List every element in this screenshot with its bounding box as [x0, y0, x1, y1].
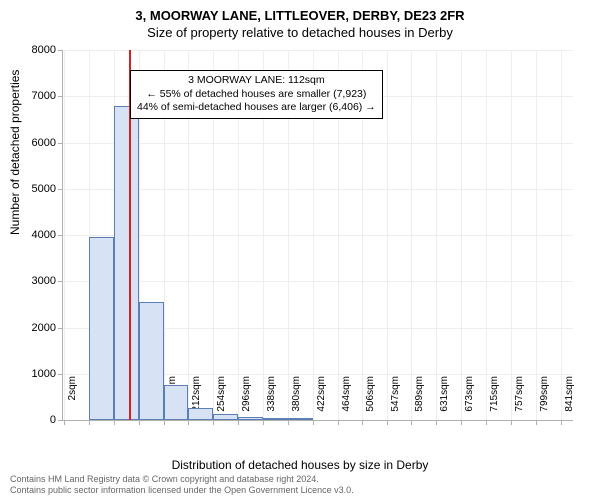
y-tick: [58, 50, 63, 51]
histogram-bar: [263, 418, 288, 420]
gridline-v: [561, 50, 562, 420]
gridline-v: [436, 50, 437, 420]
gridline-v: [486, 50, 487, 420]
y-tick-label: 3000: [16, 275, 56, 287]
x-tick: [238, 420, 239, 425]
x-axis-label: Distribution of detached houses by size …: [0, 458, 600, 472]
histogram-bar: [188, 408, 213, 420]
plot-area: 2sqm44sqm86sqm128sqm170sqm212sqm254sqm29…: [62, 50, 573, 421]
x-tick: [511, 420, 512, 425]
x-tick-label: 2sqm: [67, 376, 78, 426]
gridline-v: [64, 50, 65, 420]
y-tick: [58, 143, 63, 144]
annotation-line: ← 55% of detached houses are smaller (7,…: [137, 88, 376, 102]
x-tick: [436, 420, 437, 425]
x-tick: [387, 420, 388, 425]
y-tick-label: 2000: [16, 322, 56, 334]
x-tick: [486, 420, 487, 425]
x-tick: [89, 420, 90, 425]
chart-container: 3, MOORWAY LANE, LITTLEOVER, DERBY, DE23…: [0, 0, 600, 500]
x-tick: [114, 420, 115, 425]
y-tick-label: 7000: [16, 90, 56, 102]
x-tick: [561, 420, 562, 425]
x-tick: [362, 420, 363, 425]
chart-area: 2sqm44sqm86sqm128sqm170sqm212sqm254sqm29…: [62, 50, 572, 420]
x-tick-label: 422sqm: [316, 376, 327, 426]
y-tick: [58, 96, 63, 97]
x-tick: [139, 420, 140, 425]
gridline-v: [511, 50, 512, 420]
x-tick: [188, 420, 189, 425]
gridline-v: [536, 50, 537, 420]
y-tick: [58, 189, 63, 190]
y-tick: [58, 235, 63, 236]
x-tick-label: 757sqm: [514, 376, 525, 426]
histogram-bar: [164, 385, 189, 420]
x-tick: [338, 420, 339, 425]
x-tick: [313, 420, 314, 425]
y-tick: [58, 281, 63, 282]
y-tick: [58, 420, 63, 421]
x-tick-label: 715sqm: [489, 376, 500, 426]
y-tick: [58, 374, 63, 375]
footer: Contains HM Land Registry data © Crown c…: [10, 474, 354, 496]
x-tick-label: 506sqm: [365, 376, 376, 426]
gridline-v: [387, 50, 388, 420]
histogram-bar: [89, 237, 114, 420]
footer-line-1: Contains HM Land Registry data © Crown c…: [10, 474, 354, 485]
footer-line-2: Contains public sector information licen…: [10, 485, 354, 496]
title-sub: Size of property relative to detached ho…: [0, 23, 600, 40]
x-tick-label: 841sqm: [564, 376, 575, 426]
histogram-bar: [213, 414, 238, 420]
x-tick: [213, 420, 214, 425]
annotation-line: 3 MOORWAY LANE: 112sqm: [137, 74, 376, 88]
histogram-bar: [238, 417, 263, 420]
y-tick-label: 0: [16, 414, 56, 426]
x-tick: [64, 420, 65, 425]
y-tick: [58, 328, 63, 329]
x-tick-label: 673sqm: [464, 376, 475, 426]
x-tick-label: 799sqm: [539, 376, 550, 426]
y-tick-label: 5000: [16, 183, 56, 195]
histogram-bar: [139, 302, 164, 420]
x-tick: [411, 420, 412, 425]
x-tick: [536, 420, 537, 425]
y-tick-label: 4000: [16, 229, 56, 241]
x-tick-label: 547sqm: [390, 376, 401, 426]
x-tick-label: 589sqm: [414, 376, 425, 426]
y-tick-label: 6000: [16, 137, 56, 149]
x-tick: [263, 420, 264, 425]
y-tick-label: 8000: [16, 44, 56, 56]
annotation-line: 44% of semi-detached houses are larger (…: [137, 101, 376, 115]
x-tick: [288, 420, 289, 425]
x-tick: [164, 420, 165, 425]
histogram-bar: [288, 418, 313, 420]
x-tick: [461, 420, 462, 425]
histogram-bar: [114, 106, 139, 421]
gridline-v: [411, 50, 412, 420]
x-tick-label: 631sqm: [439, 376, 450, 426]
title-main: 3, MOORWAY LANE, LITTLEOVER, DERBY, DE23…: [0, 0, 600, 23]
annotation-box: 3 MOORWAY LANE: 112sqm← 55% of detached …: [130, 70, 383, 119]
y-tick-label: 1000: [16, 368, 56, 380]
gridline-v: [461, 50, 462, 420]
x-tick-label: 464sqm: [341, 376, 352, 426]
